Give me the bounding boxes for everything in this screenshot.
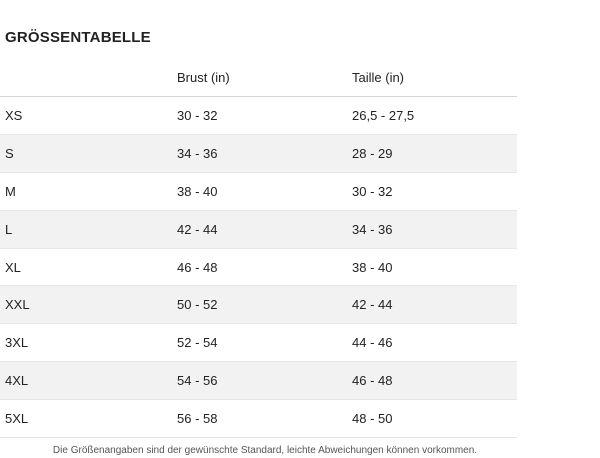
table-row: XXL 50 - 52 42 - 44 — [0, 285, 517, 325]
table-row: 4XL 54 - 56 46 - 48 — [0, 361, 517, 401]
footnote: Die Größenangaben sind der gewünschte St… — [52, 445, 478, 456]
measure-cell: 28 - 29 — [347, 134, 517, 173]
measure-cell: 34 - 36 — [347, 210, 517, 249]
measure-cell: 54 - 56 — [172, 361, 347, 401]
measure-cell: 46 - 48 — [172, 248, 347, 287]
table-row: 3XL 52 - 54 44 - 46 — [0, 323, 517, 363]
measure-cell: 46 - 48 — [347, 361, 517, 401]
measure-cell: 30 - 32 — [172, 96, 347, 135]
header-row: Brust (in) Taille (in) — [0, 59, 517, 97]
size-cell: 3XL — [0, 323, 172, 363]
size-cell: S — [0, 134, 172, 173]
size-cell: XXL — [0, 285, 172, 325]
measure-cell: 34 - 36 — [172, 134, 347, 173]
measure-cell: 38 - 40 — [347, 248, 517, 287]
table-row: S 34 - 36 28 - 29 — [0, 134, 517, 173]
measure-cell: 50 - 52 — [172, 285, 347, 325]
measure-cell: 30 - 32 — [347, 172, 517, 211]
measure-cell: 26,5 - 27,5 — [347, 96, 517, 135]
header-cell: Brust (in) — [172, 59, 347, 97]
measure-cell: 48 - 50 — [347, 399, 517, 439]
measure-cell: 38 - 40 — [172, 172, 347, 211]
table-row: L 42 - 44 34 - 36 — [0, 210, 517, 249]
measure-cell: 44 - 46 — [347, 323, 517, 363]
title: GRÖSSENTABELLE — [5, 29, 151, 46]
size-cell: L — [0, 210, 172, 249]
size-cell: M — [0, 172, 172, 211]
table-row: XL 46 - 48 38 - 40 — [0, 248, 517, 287]
size-cell: 5XL — [0, 399, 172, 439]
size-cell: XS — [0, 96, 172, 135]
header-cell — [0, 59, 172, 97]
measure-cell: 52 - 54 — [172, 323, 347, 363]
size-cell: 4XL — [0, 361, 172, 401]
table-row: 5XL 56 - 58 48 - 50 — [0, 399, 517, 439]
header-cell: Taille (in) — [347, 59, 517, 97]
size-cell: XL — [0, 248, 172, 287]
measure-cell: 42 - 44 — [172, 210, 347, 249]
table-row: M 38 - 40 30 - 32 — [0, 172, 517, 211]
measure-cell: 42 - 44 — [347, 285, 517, 325]
measure-cell: 56 - 58 — [172, 399, 347, 439]
table-row: XS 30 - 32 26,5 - 27,5 — [0, 96, 517, 135]
size-table: Brust (in) Taille (in) XS 30 - 32 26,5 - 2… — [0, 59, 517, 439]
